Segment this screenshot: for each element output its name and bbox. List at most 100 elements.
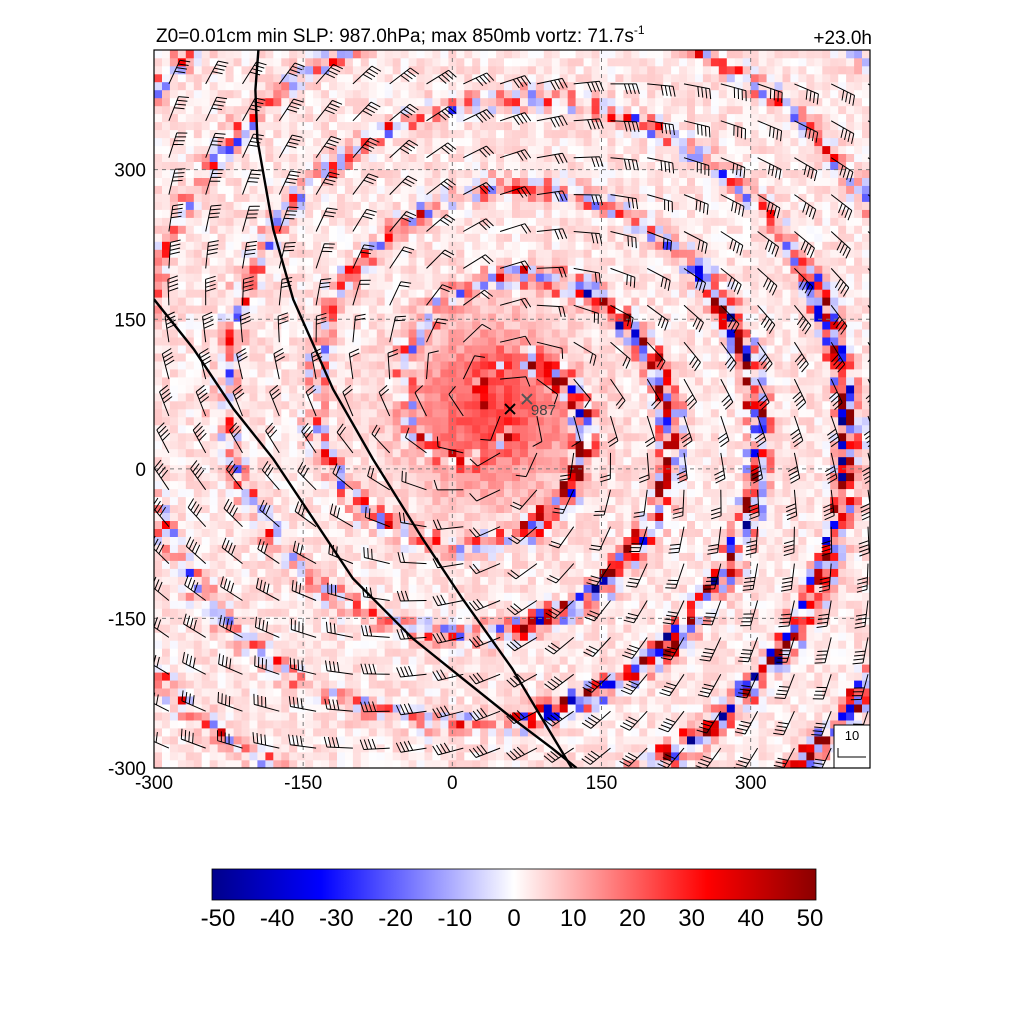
vorticity-cell (472, 488, 481, 498)
vorticity-cell (567, 225, 576, 234)
vorticity-cell (512, 456, 521, 466)
vorticity-cell (520, 281, 529, 290)
vorticity-cell (313, 105, 322, 115)
vorticity-cell (535, 632, 545, 641)
vorticity-cell (400, 720, 409, 729)
vorticity-cell (257, 361, 266, 370)
vorticity-cell (535, 528, 545, 537)
vorticity-cell (512, 50, 521, 59)
vorticity-cell (488, 345, 497, 354)
vorticity-cell (368, 648, 378, 657)
vorticity-cell (321, 688, 330, 697)
vorticity-cell (217, 73, 226, 83)
vorticity-cell (400, 121, 409, 131)
vorticity-cell (241, 656, 250, 665)
vorticity-cell (313, 632, 322, 641)
vorticity-cell (281, 97, 290, 107)
vorticity-cell (225, 560, 234, 569)
vorticity-cell (400, 193, 409, 202)
vorticity-cell (344, 432, 354, 442)
vorticity-cell (265, 696, 274, 705)
vorticity-cell (432, 225, 441, 234)
vorticity-cell (162, 440, 171, 450)
vorticity-cell (154, 432, 163, 442)
vorticity-cell (432, 616, 441, 625)
vorticity-cell (201, 321, 210, 330)
vorticity-cell (575, 504, 584, 513)
vorticity-cell (360, 560, 370, 569)
vorticity-cell (249, 672, 258, 681)
vorticity-cell (472, 608, 481, 617)
vorticity-cell (281, 656, 290, 665)
vorticity-cell (567, 648, 576, 657)
vorticity-cell (488, 592, 497, 601)
vorticity-cell (575, 377, 584, 386)
vorticity-cell (177, 480, 187, 490)
vorticity-cell (424, 736, 433, 745)
vorticity-cell (591, 752, 600, 761)
vorticity-cell (583, 289, 592, 298)
vorticity-cell (559, 560, 568, 569)
vorticity-cell (583, 329, 592, 338)
vorticity-cell (384, 512, 393, 521)
vorticity-cell (480, 201, 489, 210)
vorticity-cell (543, 488, 553, 498)
vorticity-cell (329, 361, 338, 370)
vorticity-cell (543, 520, 553, 529)
vorticity-cell (480, 584, 489, 593)
vorticity-cell (193, 289, 203, 298)
vorticity-cell (305, 440, 314, 450)
vorticity-cell (273, 760, 282, 768)
vorticity-cell (360, 353, 370, 362)
vorticity-cell (416, 632, 425, 641)
vorticity-cell (169, 361, 179, 370)
vorticity-cell (504, 265, 513, 274)
vorticity-cell (329, 193, 338, 202)
vorticity-cell (535, 520, 545, 529)
vorticity-cell (193, 201, 203, 210)
vorticity-cell (543, 281, 553, 290)
vorticity-cell (583, 720, 592, 729)
vorticity-cell (424, 456, 433, 466)
vorticity-cell (201, 664, 210, 673)
vorticity-cell (376, 728, 386, 737)
vorticity-cell (201, 584, 210, 593)
vorticity-cell (583, 544, 592, 553)
vorticity-cell (337, 129, 346, 139)
vorticity-cell (281, 233, 290, 242)
vorticity-cell (368, 552, 378, 561)
vorticity-cell (162, 313, 171, 322)
vorticity-cell (575, 321, 584, 330)
vorticity-cell (201, 369, 210, 378)
vorticity-cell (416, 409, 425, 418)
vorticity-cell (329, 369, 338, 378)
vorticity-cell (305, 520, 314, 529)
vorticity-cell (424, 624, 433, 633)
vorticity-cell (297, 193, 306, 202)
vorticity-cell (169, 672, 179, 681)
vorticity-cell (543, 425, 553, 434)
vorticity-cell (559, 624, 568, 633)
vorticity-cell (440, 760, 449, 768)
vorticity-cell (559, 488, 568, 498)
vorticity-cell (185, 209, 195, 218)
vorticity-cell (535, 185, 545, 194)
vorticity-cell (201, 105, 210, 115)
vorticity-cell (201, 193, 210, 202)
vorticity-cell (249, 425, 258, 434)
vorticity-cell (551, 329, 561, 338)
vorticity-cell (352, 297, 362, 306)
vorticity-cell (400, 608, 409, 617)
vorticity-cell (464, 448, 473, 458)
vorticity-cell (225, 273, 234, 282)
vorticity-cell (591, 712, 600, 721)
vorticity-cell (392, 417, 401, 426)
vorticity-cell (289, 760, 298, 768)
vorticity-cell (321, 488, 330, 498)
vorticity-cell (416, 361, 425, 370)
vorticity-cell (352, 209, 362, 218)
vorticity-cell (408, 241, 417, 250)
vorticity-cell (352, 201, 362, 210)
vorticity-cell (535, 281, 545, 290)
forecast-hour: +23.0h (813, 28, 872, 49)
